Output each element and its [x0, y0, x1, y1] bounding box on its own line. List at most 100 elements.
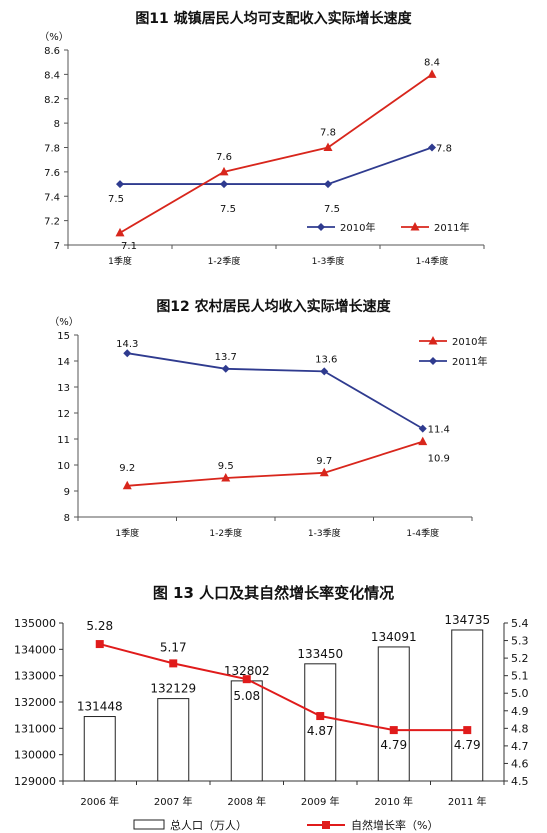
figure-rural-income: 图12 农村居民人均收入实际增长速度 8 9 10 11 12 13 14 15 1季度 1-2季… [0, 272, 547, 552]
rate-point [389, 726, 398, 735]
series-line [119, 73, 433, 234]
data-point [221, 364, 230, 373]
y-tick-label: 133000 [14, 670, 56, 683]
y-tick-label: 132000 [14, 696, 56, 709]
rate-label: 4.79 [454, 738, 481, 752]
data-point [320, 367, 329, 376]
legend-swatch-marker [317, 223, 325, 231]
legend-label: 总人口（万人） [170, 818, 247, 832]
data-label: 13.6 [315, 354, 337, 365]
data-label: 8.4 [424, 57, 440, 68]
x-tick-label: 2007 年 [154, 795, 193, 808]
data-point [427, 69, 437, 78]
rate-point [463, 726, 472, 735]
data-label: 7.8 [436, 144, 452, 155]
data-point [122, 480, 132, 490]
legend-label: 2010年 [452, 335, 487, 348]
x-tick-label: 1-3季度 [308, 527, 341, 539]
y-tick-label: 7.2 [44, 217, 60, 228]
y-tick-label: 135000 [14, 617, 56, 630]
data-point [323, 142, 333, 151]
rate-point [316, 712, 325, 721]
series-line [120, 146, 433, 185]
legend-label: 2011年 [434, 221, 469, 234]
chart-title: 图11 城镇居民人均可支配收入实际增长速度 [135, 11, 412, 27]
data-point [221, 473, 231, 482]
bar-value-label: 134735 [444, 613, 490, 627]
y2-tick-label: 4.5 [511, 775, 529, 788]
bar [304, 663, 337, 782]
bar-value-label: 134091 [371, 630, 417, 644]
data-label: 13.7 [215, 352, 237, 363]
rate-point [169, 659, 178, 668]
y-tick-label: 14 [57, 357, 70, 368]
data-label: 9.5 [218, 461, 234, 472]
urban-income-line-chart: 7 7.2 7.4 7.6 7.8 8 8.2 8.4 8.6 1季度 1-2季度 1-3季度 1-4季… [39, 31, 485, 267]
x-tick-label: 1-2季度 [208, 255, 241, 267]
data-label: 9.7 [316, 456, 332, 467]
data-point [418, 436, 428, 446]
y-tick-label: 12 [57, 409, 70, 420]
y2-tick-label: 5.1 [511, 670, 529, 683]
y-axis-unit: （%） [39, 31, 69, 43]
rate-label: 4.79 [380, 738, 407, 752]
y2-tick-label: 5.3 [511, 635, 529, 648]
legend-label: 自然增长率（%） [351, 818, 438, 832]
x-tick-label: 1季度 [108, 255, 132, 267]
bar-value-label: 133450 [297, 647, 343, 661]
data-label: 7.5 [108, 194, 124, 205]
y2-tick-label: 4.9 [511, 705, 529, 718]
rate-label: 5.08 [233, 689, 260, 703]
data-label: 14.3 [116, 339, 138, 350]
x-tick-label: 2008 年 [227, 795, 266, 808]
bar-value-label: 132129 [150, 682, 196, 696]
data-label: 7.5 [324, 204, 340, 215]
legend-label: 2010年 [340, 221, 375, 234]
data-label: 10.9 [428, 454, 450, 465]
data-point [319, 467, 329, 477]
data-point [115, 227, 125, 237]
y-tick-label: 7.4 [44, 192, 60, 203]
y-tick-label: 8.4 [44, 70, 60, 81]
x-tick-label: 2006 年 [80, 795, 119, 808]
bar [83, 716, 116, 782]
y-tick-label: 10 [57, 461, 70, 472]
series-line [127, 352, 424, 430]
bar [157, 698, 190, 782]
y-tick-label: 131000 [14, 722, 56, 735]
legend-swatch-bar [133, 819, 165, 830]
y-tick-label: 15 [57, 331, 70, 342]
y-tick-label: 7 [54, 241, 60, 252]
bar-value-label: 132802 [224, 664, 270, 678]
y-tick-label: 130000 [14, 749, 56, 762]
rate-point [95, 640, 104, 649]
data-point [428, 143, 436, 152]
rate-line [99, 643, 468, 732]
data-label: 7.6 [216, 152, 232, 163]
bar [377, 646, 410, 782]
figure-population: 图 13 人口及其自然增长率变化情况 129000 130000 131000 132… [0, 552, 547, 833]
y2-tick-label: 5.0 [511, 687, 529, 700]
legend-swatch-marker [410, 222, 420, 231]
data-label: 7.5 [220, 204, 236, 215]
data-point [219, 166, 229, 176]
y2-tick-label: 4.8 [511, 722, 529, 735]
x-tick-label: 2010 年 [374, 795, 413, 808]
y-tick-label: 134000 [14, 643, 56, 656]
figure-urban-income: 图11 城镇居民人均可支配收入实际增长速度 7 7.2 7.4 7.6 7.8 8 8.2 8… [0, 0, 547, 272]
data-point [418, 424, 427, 433]
x-tick-label: 1-4季度 [406, 527, 439, 539]
data-label: 11.4 [428, 425, 450, 436]
y-tick-label: 13 [57, 383, 70, 394]
y-tick-label: 8.6 [44, 46, 60, 57]
y-tick-label: 11 [57, 435, 70, 446]
y2-tick-label: 5.2 [511, 652, 529, 665]
bar [451, 629, 484, 782]
x-tick-label: 2011 年 [448, 795, 487, 808]
y-tick-label: 8 [64, 513, 70, 524]
chart-title: 图 13 人口及其自然增长率变化情况 [152, 584, 395, 602]
rural-income-line-chart: 8 9 10 11 12 13 14 15 1季度 1-2季度 1-3季度 1-4季度 （%） 9.2 9.… [49, 316, 487, 539]
y-tick-label: 7.8 [44, 144, 60, 155]
legend-swatch-marker [428, 336, 438, 345]
series-line [127, 440, 424, 487]
